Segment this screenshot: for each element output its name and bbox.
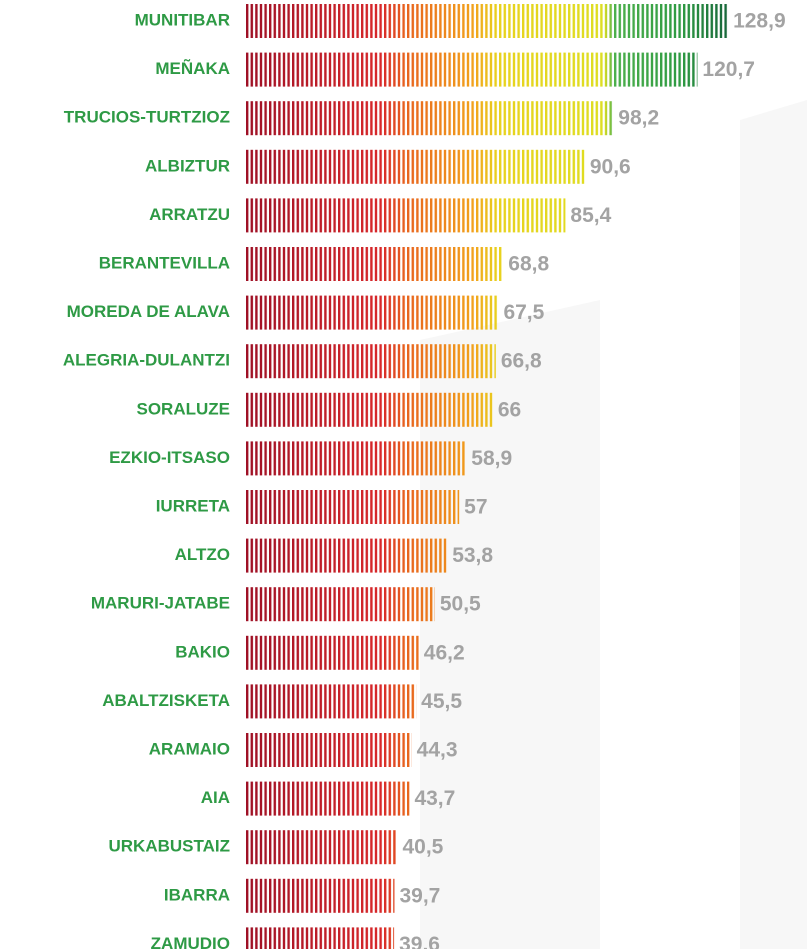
bar	[246, 538, 448, 573]
category-label: ALEGRIA-DULANTZI	[63, 351, 230, 370]
category-label: EZKIO-ITSASO	[109, 448, 230, 467]
bar	[246, 295, 499, 330]
value-label: 53,8	[452, 544, 493, 567]
category-label: SORALUZE	[137, 399, 231, 418]
category-label: ARRATZU	[149, 205, 230, 224]
category-label: ZAMUDIO	[151, 934, 230, 949]
category-label: ABALTZISKETA	[102, 691, 230, 710]
value-label: 90,6	[590, 155, 631, 178]
bar	[246, 392, 493, 427]
value-label: 128,9	[733, 10, 786, 33]
category-label: TRUCIOS-TURTZIOZ	[64, 108, 230, 127]
bar	[246, 927, 395, 949]
bar	[246, 441, 467, 476]
value-label: 39,7	[399, 884, 440, 907]
category-label: ARAMAIO	[149, 739, 230, 758]
category-label: MOREDA DE ALAVA	[67, 302, 230, 321]
value-label: 58,9	[471, 447, 512, 470]
value-label: 66	[498, 398, 521, 421]
value-label: 43,7	[414, 787, 455, 810]
category-label: IBARRA	[164, 885, 230, 904]
value-label: 50,5	[440, 593, 481, 616]
bar	[246, 198, 566, 233]
bar	[246, 52, 698, 87]
bar	[246, 344, 496, 379]
value-label: 66,8	[501, 350, 542, 373]
value-label: 45,5	[421, 690, 462, 713]
category-label: ALBIZTUR	[145, 156, 230, 175]
category-label: URKABUSTAIZ	[108, 837, 230, 856]
category-label: IURRETA	[156, 496, 230, 515]
bar	[246, 878, 395, 913]
bar	[246, 635, 419, 670]
bar	[246, 587, 435, 622]
value-label: 39,6	[399, 933, 440, 949]
value-label: 98,2	[618, 107, 659, 130]
category-label: MUNITIBAR	[135, 10, 230, 29]
bar	[246, 830, 398, 865]
category-label: BERANTEVILLA	[99, 253, 230, 272]
category-label: AIA	[201, 788, 230, 807]
value-label: 120,7	[702, 58, 755, 81]
category-label: MARURI-JATABE	[91, 594, 230, 613]
bar	[246, 4, 729, 38]
watermark	[740, 100, 807, 949]
value-label: 44,3	[417, 739, 458, 762]
bar	[246, 733, 412, 767]
bar	[246, 781, 410, 816]
category-label: BAKIO	[175, 642, 230, 661]
bar	[246, 684, 417, 719]
bar	[246, 490, 460, 524]
bar	[246, 149, 585, 184]
category-label: MEÑAKA	[155, 58, 230, 78]
category-label: ALTZO	[175, 545, 230, 564]
value-label: 46,2	[424, 641, 465, 664]
value-label: 57	[464, 496, 487, 519]
value-label: 68,8	[508, 253, 549, 276]
bar	[246, 101, 614, 136]
value-label: 40,5	[402, 836, 443, 859]
bar	[246, 247, 504, 281]
value-label: 85,4	[570, 204, 611, 227]
value-label: 67,5	[503, 301, 544, 324]
